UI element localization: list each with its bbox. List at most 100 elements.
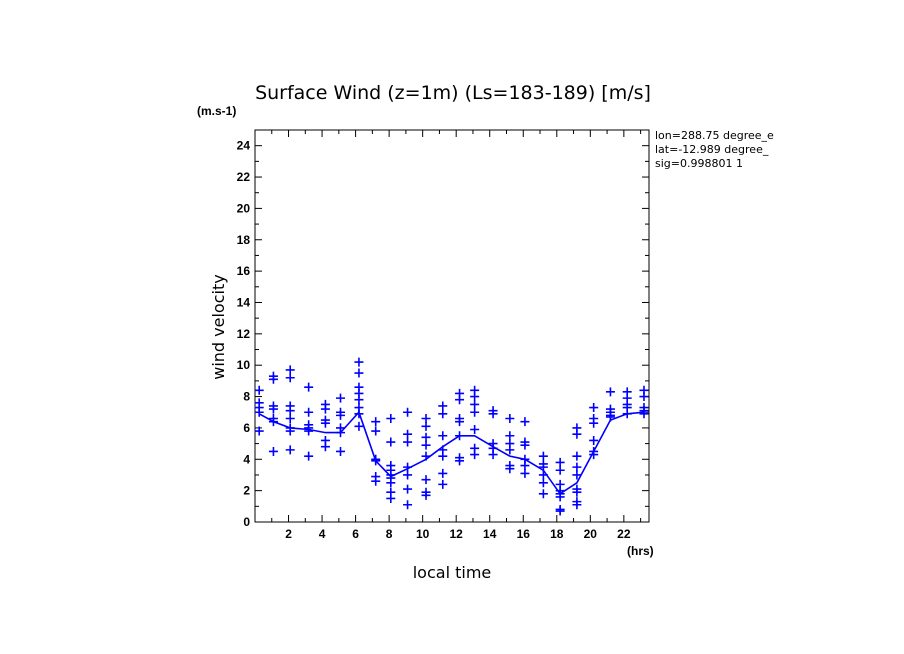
data-point [421,475,431,485]
data-point [639,409,649,419]
data-point [538,451,548,461]
data-point [572,470,582,480]
data-point [470,392,480,402]
data-point [438,401,448,411]
data-point [403,429,413,439]
data-point [403,470,413,480]
x-tick-label: 10 [416,527,430,541]
x-tick-label: 20 [584,527,598,541]
data-point [336,446,346,456]
data-point [386,478,396,488]
data-point [403,407,413,417]
data-point [589,403,599,413]
data-point [470,407,480,417]
data-point [438,451,448,461]
data-point [538,470,548,480]
data-point [520,417,530,427]
data-point [386,414,396,424]
data-point [304,407,314,417]
info-lon: lon=288.75 degree_e [655,129,774,142]
y-tick-label: 8 [243,390,250,404]
data-point [505,464,515,474]
data-point [421,440,431,450]
data-point [254,385,264,395]
data-point [268,374,278,384]
data-point [371,417,381,427]
y-tick-label: 18 [237,233,251,247]
data-point [538,489,548,499]
data-point [336,410,346,420]
data-point [285,414,295,424]
data-point [403,484,413,494]
data-point [354,368,364,378]
data-point [520,440,530,450]
data-point [488,409,498,419]
plot-frame [254,129,650,523]
data-point [538,478,548,488]
data-point [285,445,295,455]
data-point [455,431,465,441]
data-point [421,421,431,431]
data-point [572,462,582,472]
data-point [403,462,413,472]
x-tick-label: 16 [517,527,531,541]
y-tick-label: 10 [237,358,251,372]
data-point [336,393,346,403]
data-point [605,412,615,422]
data-point [320,418,330,428]
data-point [421,432,431,442]
data-point [520,461,530,471]
data-point [538,462,548,472]
data-point [304,382,314,392]
data-point [555,457,565,467]
data-point [455,456,465,466]
x-tick-label: 2 [285,527,292,541]
y-tick-label: 12 [237,327,251,341]
data-point [421,451,431,461]
data-point [505,431,515,441]
data-point [254,426,264,436]
y-tick-label: 16 [237,264,251,278]
data-point [268,404,278,414]
data-point [354,421,364,431]
data-point [455,417,465,427]
x-tick-label: 22 [617,527,631,541]
x-tick-label: 14 [483,527,497,541]
y-unit-label: (m.s-1) [197,104,236,118]
data-point [285,406,295,416]
y-tick-label: 0 [243,515,250,529]
data-point [555,492,565,502]
data-point [285,365,295,375]
data-point [438,409,448,419]
y-tick-label: 4 [243,452,250,466]
data-point [520,468,530,478]
info-lat: lat=-12.989 degree_ [655,143,769,156]
data-point [268,417,278,427]
data-point [455,395,465,405]
data-point [320,442,330,452]
data-point [403,437,413,447]
data-point [572,500,582,510]
y-tick-label: 2 [243,484,250,498]
data-point [589,450,599,460]
data-point [622,409,632,419]
data-point [336,428,346,438]
data-point [354,409,364,419]
info-clip-mask [780,128,904,174]
y-tick-label: 20 [237,201,251,215]
x-tick-label: 8 [386,527,393,541]
data-point [320,404,330,414]
data-point [572,487,582,497]
data-point [639,392,649,402]
data-point [438,431,448,441]
data-point [470,424,480,434]
data-point [470,399,480,409]
data-point [285,373,295,383]
data-point [371,476,381,486]
mean-wind-line [258,410,645,495]
y-tick-label: 6 [243,421,250,435]
data-point [555,506,565,516]
data-point [572,429,582,439]
data-point [589,418,599,428]
x-unit-label: (hrs) [627,544,654,558]
